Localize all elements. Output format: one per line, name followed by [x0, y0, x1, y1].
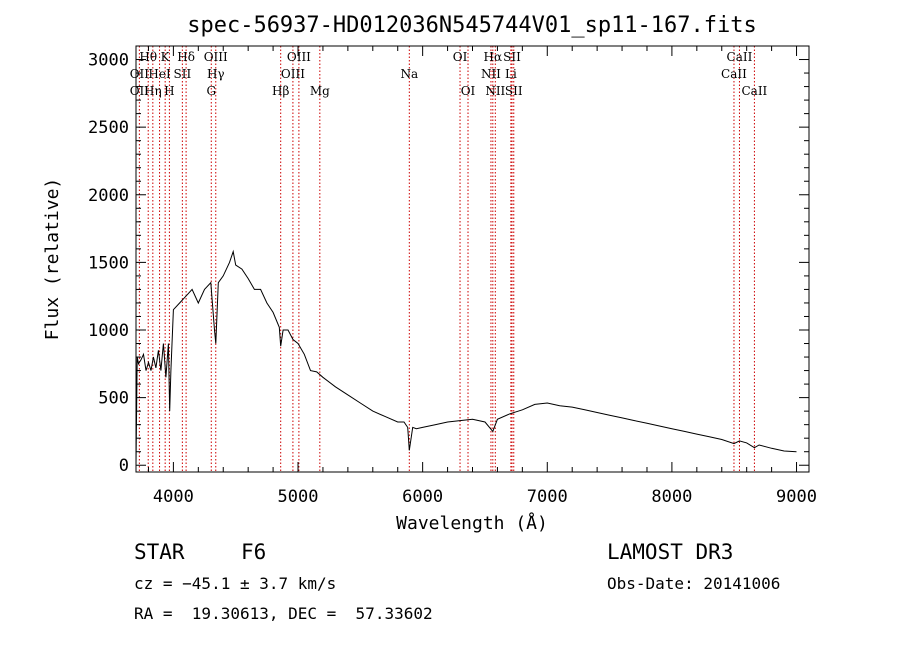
x-tick-label: 4000: [153, 487, 194, 507]
line-marker-label: SII: [505, 84, 523, 98]
line-marker-label: Hβ: [272, 84, 289, 98]
line-marker-label: HeI: [148, 67, 171, 81]
line-marker-label: OII: [130, 84, 150, 98]
class-label: STAR: [134, 540, 185, 564]
y-tick-label: 2000: [88, 186, 129, 206]
line-marker-label: NII: [485, 84, 505, 98]
y-tick-label: 2500: [88, 118, 129, 138]
line-marker-label: SII: [174, 67, 192, 81]
obs-date-info: Obs-Date: 20141006: [607, 574, 781, 593]
plot-frame: [135, 45, 810, 473]
spectrum-line: [135, 249, 797, 466]
line-marker-label: OIII: [204, 50, 228, 64]
line-marker-label: Li: [505, 67, 517, 81]
line-marker-label: OII: [130, 67, 150, 81]
line-marker-label: OI: [461, 84, 476, 98]
x-tick-label: 5000: [278, 487, 319, 507]
y-tick-label: 1500: [88, 253, 129, 273]
y-tick-label: 3000: [88, 51, 129, 71]
line-marker-label: G: [206, 84, 216, 98]
line-marker-label: Mg: [310, 84, 330, 98]
line-marker-label: CaII: [721, 67, 747, 81]
survey-label: LAMOST DR3: [607, 540, 734, 564]
line-marker-label: OIII: [281, 67, 305, 81]
line-marker-label: Hγ: [207, 67, 225, 81]
y-tick-label: 500: [98, 389, 129, 409]
x-tick-label: 7000: [527, 487, 568, 507]
line-marker-lines: [138, 46, 755, 472]
y-tick-label: 1000: [88, 321, 129, 341]
subclass-label: F6: [241, 540, 267, 564]
line-marker-label: OI: [453, 50, 468, 64]
x-axis-label: Wavelength (Å): [396, 512, 548, 534]
line-marker-label: H: [164, 84, 174, 98]
line-marker-label: K: [161, 50, 171, 64]
x-axis: 4000 5000 6000 7000 8000 9000: [147, 46, 817, 507]
line-marker-label: Hδ: [177, 50, 195, 64]
y-axis-label: Flux (relative): [42, 178, 63, 341]
line-marker-label: Hθ: [139, 50, 157, 64]
line-marker-label: OIII: [287, 50, 311, 64]
chart-title: spec-56937-HD012036N545744V01_sp11-167.f…: [187, 13, 757, 38]
x-tick-label: 8000: [651, 487, 692, 507]
line-marker-label: NII: [481, 67, 501, 81]
line-marker-label: Hα: [484, 50, 503, 64]
line-marker-label: CaII: [741, 84, 767, 98]
y-tick-label: 0: [119, 456, 129, 476]
y-axis: 0 500 1000 1500 2000 2500 3000: [88, 51, 809, 476]
line-marker-label: SII: [503, 50, 521, 64]
line-marker-label: Hη: [144, 84, 162, 98]
x-tick-label: 6000: [402, 487, 443, 507]
coordinates-info: RA = 19.30613, DEC = 57.33602: [134, 604, 433, 623]
line-marker-label: Na: [400, 67, 418, 81]
x-tick-label: 9000: [776, 487, 817, 507]
redshift-info: cz = −45.1 ± 3.7 km/s: [134, 574, 337, 593]
line-marker-label: CaII: [727, 50, 753, 64]
